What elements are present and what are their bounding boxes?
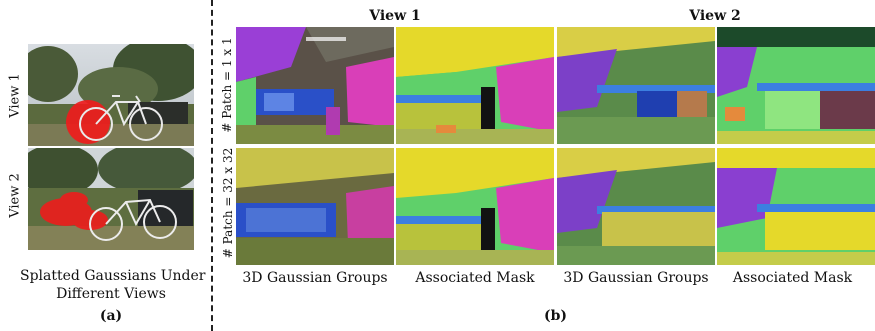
gaussian-groups-view-1-patch-32x32 xyxy=(236,148,394,265)
row-label-view-1: View 1 xyxy=(7,73,23,118)
associated-mask-view-1-patch-1x1 xyxy=(396,27,554,144)
associated-mask-view-2-patch-1x1 xyxy=(717,27,875,144)
col-caption-associated-mask-1: Associated Mask xyxy=(415,270,535,286)
associated-mask-view-1-patch-32x32 xyxy=(396,148,554,265)
gaussian-groups-view-1-patch-1x1 xyxy=(236,27,394,144)
row-label-patch-1x1: # Patch = 1 x 1 xyxy=(220,37,234,133)
bicycle-photo-view-1 xyxy=(28,44,194,146)
bicycle-photo-view-2 xyxy=(28,148,194,250)
panel-b-sub-label: (b) xyxy=(543,308,568,324)
col-caption-gaussian-groups-1: 3D Gaussian Groups xyxy=(242,270,388,286)
panel-a-caption-line-2: Different Views xyxy=(56,286,166,302)
associated-mask-view-2-patch-32x32 xyxy=(717,148,875,265)
gaussian-groups-view-2-patch-32x32 xyxy=(557,148,715,265)
col-header-view-2: View 2 xyxy=(689,8,741,24)
row-label-patch-32x32: # Patch = 32 x 32 xyxy=(221,147,235,259)
row-label-view-2: View 2 xyxy=(7,173,23,218)
panel-a-sub-label: (a) xyxy=(99,308,123,324)
panel-a-caption-line-1: Splatted Gaussians Under xyxy=(20,268,206,284)
col-caption-associated-mask-2: Associated Mask xyxy=(732,270,853,286)
panel-divider xyxy=(211,0,213,331)
gaussian-groups-view-2-patch-1x1 xyxy=(557,27,715,144)
col-header-view-1: View 1 xyxy=(369,8,421,24)
col-caption-gaussian-groups-2: 3D Gaussian Groups xyxy=(563,270,709,286)
